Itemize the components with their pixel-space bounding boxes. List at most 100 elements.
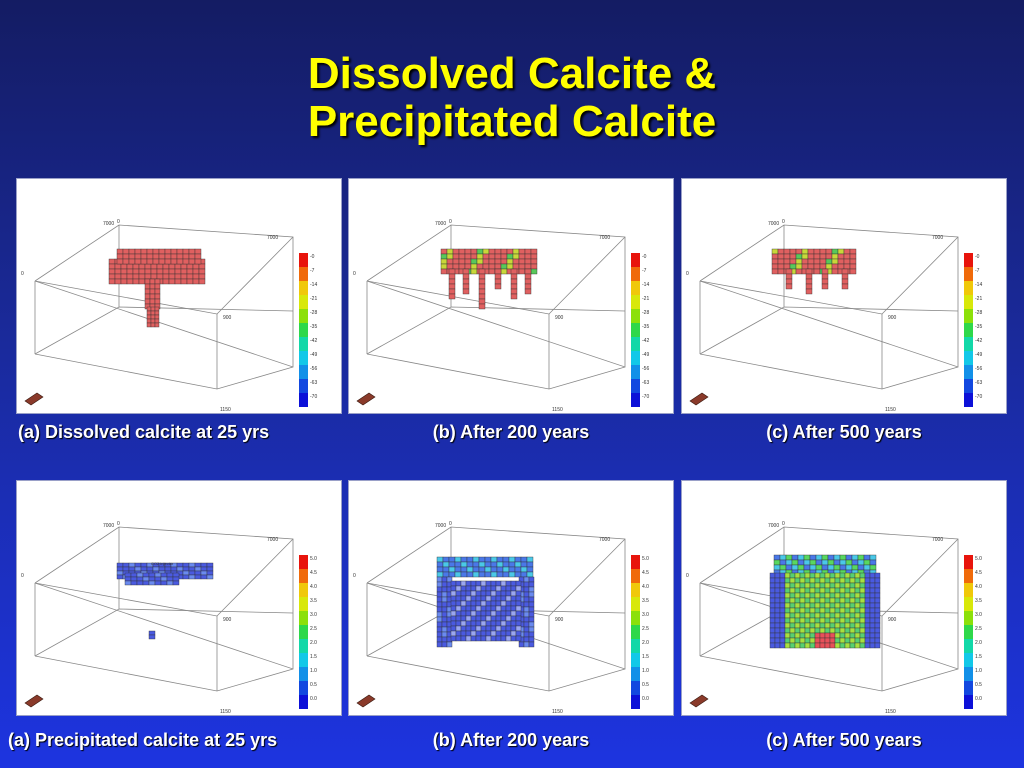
legend-label: 5.0 bbox=[975, 556, 982, 562]
legend-swatch bbox=[631, 583, 640, 597]
legend-label: 2.0 bbox=[975, 640, 982, 646]
legend-swatch bbox=[631, 625, 640, 639]
legend-swatch bbox=[299, 323, 308, 337]
legend-label: 0.5 bbox=[642, 682, 649, 688]
legend-label: -70 bbox=[310, 394, 317, 400]
axis-label-mid: 900 bbox=[555, 617, 564, 623]
legend-swatch bbox=[299, 555, 308, 569]
legend-swatch bbox=[299, 611, 308, 625]
orientation-arrow-icon bbox=[689, 694, 709, 708]
legend-swatch bbox=[631, 281, 640, 295]
legend-swatch bbox=[964, 653, 973, 667]
plot-canvas: 7000 0700009001150-0-7-14-21-28-35-42-49-… bbox=[353, 219, 649, 413]
legend-swatch bbox=[631, 681, 640, 695]
legend-swatch bbox=[299, 337, 308, 351]
color-legend: 5.0 4.5 4.0 3.5 3.0 2.5 2.0 1.5 1.0 0.5 0.0 bbox=[631, 555, 649, 709]
legend-swatch bbox=[964, 695, 973, 709]
legend-swatch bbox=[299, 695, 308, 709]
injector-annotation: CO2 injector bbox=[151, 561, 174, 566]
color-legend: -0 -7 -14 -21 -28 -35 -42 -49 -56 -63 -70 bbox=[299, 253, 317, 407]
legend-label: 0.5 bbox=[310, 682, 317, 688]
legend-label: 3.0 bbox=[975, 612, 982, 618]
legend-label: 2.5 bbox=[310, 626, 317, 632]
legend-label: -0 bbox=[642, 254, 647, 260]
legend-swatch bbox=[299, 351, 308, 365]
legend-swatch bbox=[964, 323, 973, 337]
legend-label: -7 bbox=[310, 268, 315, 274]
legend-swatch bbox=[964, 281, 973, 295]
legend-label: -49 bbox=[310, 352, 317, 358]
legend-swatch bbox=[299, 639, 308, 653]
axis-label-left: 0 bbox=[21, 271, 24, 277]
axis-label-mid: 900 bbox=[888, 315, 897, 321]
axis-label-mid: 900 bbox=[888, 617, 897, 623]
legend-swatch bbox=[299, 295, 308, 309]
color-legend: 5.0 4.5 4.0 3.5 3.0 2.5 2.0 1.5 1.0 0.5 0.0 bbox=[964, 555, 982, 709]
legend-label: 5.0 bbox=[310, 556, 317, 562]
legend-label: -0 bbox=[975, 254, 980, 260]
legend-label: -42 bbox=[642, 338, 649, 344]
legend-label: 4.0 bbox=[310, 584, 317, 590]
legend-swatch bbox=[964, 583, 973, 597]
legend-swatch bbox=[964, 569, 973, 583]
precipitated-calcite-plot-a: 7000 0 7000 0 900 1150 5.0 4.5 4.0 3.5 3.0 2.5 2.0 1.… bbox=[16, 480, 342, 716]
axis-label-y-right: 7000 bbox=[267, 235, 278, 241]
legend-label: 1.5 bbox=[310, 654, 317, 660]
legend-swatch bbox=[631, 253, 640, 267]
legend-swatch bbox=[299, 583, 308, 597]
axis-label-bottom: 1150 bbox=[885, 709, 896, 715]
color-legend: 5.0 4.5 4.0 3.5 3.0 2.5 2.0 1.5 1.0 0.5 0.0 bbox=[299, 555, 317, 709]
legend-swatch bbox=[299, 393, 308, 407]
legend-label: -28 bbox=[310, 310, 317, 316]
legend-label: -63 bbox=[642, 380, 649, 386]
orientation-arrow-icon bbox=[689, 392, 709, 406]
calcite-volume bbox=[440, 248, 538, 310]
legend-label: -14 bbox=[310, 282, 317, 288]
slide-title-line-2: Precipitated Calcite bbox=[307, 97, 717, 146]
legend-label: -70 bbox=[642, 394, 649, 400]
color-legend: -0 -7 -14 -21 -28 -35 -42 -49 -56 -63 -70 bbox=[964, 253, 982, 407]
axis-label-origin: 0 bbox=[449, 219, 452, 225]
axis-label-y-right: 7000 bbox=[932, 537, 943, 543]
legend-label: 4.0 bbox=[642, 584, 649, 590]
legend-swatch bbox=[631, 267, 640, 281]
legend-swatch bbox=[299, 653, 308, 667]
legend-swatch bbox=[631, 597, 640, 611]
orientation-arrow-icon bbox=[24, 392, 44, 406]
legend-swatch bbox=[631, 695, 640, 709]
axis-label-mid: 900 bbox=[223, 617, 232, 623]
legend-label: -42 bbox=[310, 338, 317, 344]
legend-swatch bbox=[299, 379, 308, 393]
legend-label: 1.0 bbox=[310, 668, 317, 674]
plot-canvas: 7000 0700009001150-0-7-14-21-28-35-42-49-… bbox=[21, 219, 317, 413]
precipitated-caption-c: (c) After 500 years bbox=[766, 730, 922, 750]
dissolved-caption-a: (a) Dissolved calcite at 25 yrs bbox=[18, 422, 270, 442]
precipitated-caption-b: (b) After 200 years bbox=[432, 730, 590, 750]
plot-canvas: 7000 0700009001150-0-7-14-21-28-35-42-49-… bbox=[686, 219, 982, 413]
axis-label-x-top: 7000 bbox=[435, 523, 446, 529]
bounding-box bbox=[34, 526, 294, 692]
legend-label: 0.0 bbox=[975, 696, 982, 702]
legend-swatch bbox=[964, 639, 973, 653]
orientation-arrow-icon bbox=[356, 694, 376, 708]
legend-label: 2.5 bbox=[642, 626, 649, 632]
legend-label: 4.5 bbox=[642, 570, 649, 576]
legend-label: 3.5 bbox=[642, 598, 649, 604]
legend-swatch bbox=[299, 267, 308, 281]
legend-label: 3.5 bbox=[310, 598, 317, 604]
legend-label: -70 bbox=[975, 394, 982, 400]
legend-swatch bbox=[299, 281, 308, 295]
legend-label: -21 bbox=[975, 296, 982, 302]
axis-label-x-top: 7000 bbox=[768, 221, 779, 227]
legend-label: -7 bbox=[642, 268, 647, 274]
calcite-volume bbox=[108, 248, 206, 328]
plot-canvas: 7000 07000090011505.04.54.03.53.02.52.01.… bbox=[353, 521, 649, 715]
axis-label-left: 0 bbox=[353, 573, 356, 579]
axis-label-origin: 0 bbox=[117, 219, 120, 225]
legend-label: -28 bbox=[642, 310, 649, 316]
legend-label: -35 bbox=[642, 324, 649, 330]
axis-label-mid: 900 bbox=[555, 315, 564, 321]
axis-label-left: 0 bbox=[353, 271, 356, 277]
axis-label-bottom: 1150 bbox=[220, 709, 231, 715]
legend-swatch bbox=[631, 351, 640, 365]
